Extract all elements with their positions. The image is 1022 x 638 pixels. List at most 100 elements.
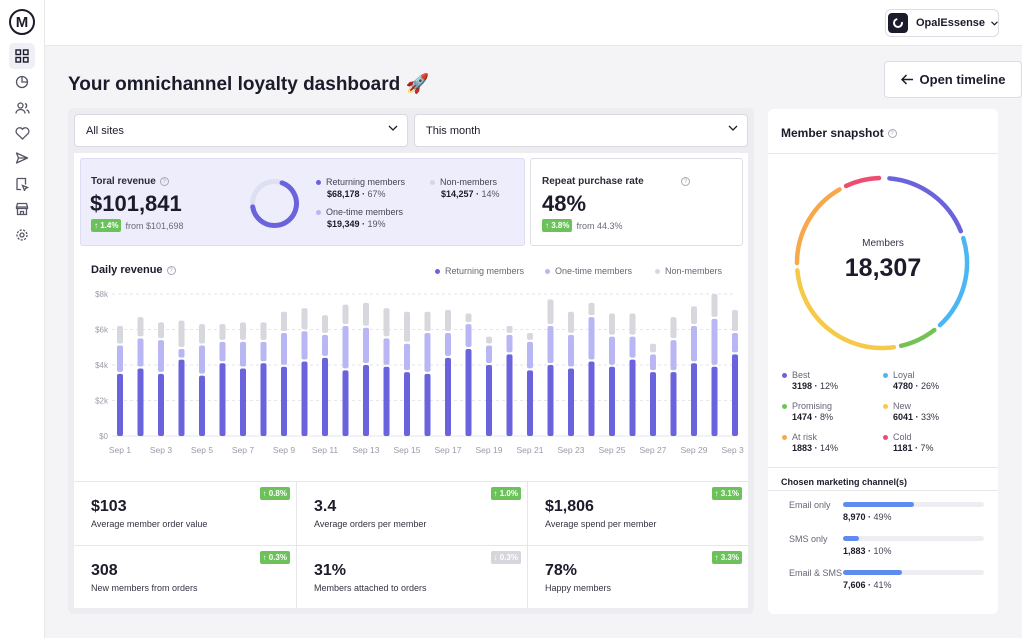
help-icon[interactable]: ? <box>887 129 897 139</box>
divider <box>768 153 998 154</box>
bar-nonmembers <box>178 320 185 348</box>
x-tick-label: Sep 15 <box>394 445 421 455</box>
site-select-value: All sites <box>86 124 124 137</box>
bar-returning <box>281 366 287 436</box>
segment-name: Promising <box>792 401 833 411</box>
metric-label: New members from orders <box>91 583 198 593</box>
nav-pie-chart-icon[interactable] <box>12 72 32 92</box>
total-revenue-change: ↑ 1.4% from $101,698 <box>91 219 184 232</box>
revenue-segment-onetime: One-time members $19,349 · 19% <box>316 207 403 229</box>
metric-label: Members attached to orders <box>314 583 427 593</box>
divider <box>296 481 297 608</box>
x-tick-label: Sep 1 <box>109 445 131 455</box>
metric-label: Happy members <box>545 583 612 593</box>
ring-arc-at-risk <box>794 187 842 266</box>
period-select-value: This month <box>426 124 481 137</box>
metric-label: Average spend per member <box>545 519 657 529</box>
bar-nonmembers <box>506 325 513 333</box>
nav-gear-icon[interactable] <box>12 225 32 245</box>
bar-returning <box>609 366 615 436</box>
bar-returning <box>568 368 574 436</box>
change-badge: ↑ 3.1% <box>711 487 742 500</box>
account-name: OpalEssense <box>915 17 986 29</box>
bar-onetime <box>199 345 205 374</box>
bar-onetime <box>363 327 369 363</box>
channel-value: 8,970 · 49% <box>843 512 892 522</box>
divider <box>527 481 528 608</box>
bar-onetime <box>260 341 267 362</box>
x-tick-label: Sep 29 <box>681 445 708 455</box>
bar-onetime <box>117 345 123 372</box>
nav-send-icon[interactable] <box>12 148 32 168</box>
members-count: 18,307 <box>844 254 922 282</box>
help-icon[interactable]: ? <box>159 176 169 186</box>
bar-returning <box>670 372 677 436</box>
period-select[interactable]: This month <box>414 114 748 147</box>
site-select[interactable]: All sites <box>74 114 408 147</box>
legend-item-onetime: One-time members <box>545 266 632 276</box>
bar-onetime <box>424 333 431 372</box>
segment-percent: 14% <box>820 443 839 453</box>
app-logo[interactable]: M <box>9 9 35 35</box>
metric-value: 78% <box>545 562 578 579</box>
bar-nonmembers <box>383 308 390 337</box>
channel-bar-fill <box>843 502 914 507</box>
bar-nonmembers <box>629 313 636 335</box>
nav-dashboard-grid-icon[interactable] <box>9 43 35 69</box>
bar-onetime <box>178 349 185 358</box>
metric-value: 308 <box>91 562 118 579</box>
nav-heart-icon[interactable] <box>12 123 32 143</box>
bar-returning <box>260 363 267 436</box>
bar-nonmembers <box>486 336 492 344</box>
nav-users-icon[interactable] <box>12 98 32 118</box>
bar-nonmembers <box>342 304 349 324</box>
y-tick-label: $6k <box>95 326 109 335</box>
legend-dot <box>883 372 888 378</box>
bar-returning <box>691 363 697 436</box>
segment-count: 6041 <box>893 412 914 422</box>
bar-returning <box>240 368 246 436</box>
bar-onetime <box>281 333 287 365</box>
bar-nonmembers <box>322 315 328 333</box>
channel-bar-track <box>843 536 984 541</box>
x-tick-label: Sep 25 <box>599 445 626 455</box>
x-tick-label: Sep 7 <box>232 445 254 455</box>
metric-value: $1,806 <box>545 498 594 515</box>
open-timeline-button[interactable]: Open timeline <box>884 61 1022 98</box>
bar-nonmembers <box>424 311 431 332</box>
channel-label: SMS only <box>789 534 828 544</box>
bar-onetime <box>629 336 636 358</box>
account-switcher[interactable]: OpalEssense <box>885 9 999 37</box>
bar-onetime <box>342 325 349 369</box>
segment-count: 1181 <box>893 443 913 453</box>
y-tick-label: $2k <box>95 397 109 406</box>
nav-tag-icon[interactable] <box>12 174 32 194</box>
x-tick-label: Sep 23 <box>558 445 585 455</box>
open-timeline-label: Open timeline <box>919 72 1006 87</box>
member-snapshot-panel <box>768 109 998 614</box>
bar-nonmembers <box>219 324 226 340</box>
legend-dot <box>316 210 321 216</box>
legend-item-nonmembers: Non-members <box>655 266 722 276</box>
bar-nonmembers <box>260 322 267 340</box>
change-from-text: from $101,698 <box>125 220 184 231</box>
divider <box>768 467 998 468</box>
bar-nonmembers <box>137 317 144 337</box>
bar-onetime <box>404 343 410 371</box>
help-icon[interactable]: ? <box>166 265 176 275</box>
change-badge: ↓ 0.3% <box>490 551 521 564</box>
metric-label: Average orders per member <box>314 519 427 529</box>
revenue-segment-returning: Returning members $68,178 · 67% <box>316 177 405 199</box>
legend-dot <box>316 180 321 186</box>
bar-nonmembers <box>588 302 595 316</box>
segment-loyal: Loyal 4780 · 26% <box>883 370 939 391</box>
bar-onetime <box>711 318 718 365</box>
bar-onetime <box>301 331 308 360</box>
help-icon[interactable]: ? <box>681 177 690 186</box>
change-badge: ↑ 1.0% <box>490 487 521 500</box>
ring-arc-cold <box>843 175 882 189</box>
change-badge: ↑ 1.4% <box>91 219 122 232</box>
segment-percent: 12% <box>820 381 839 391</box>
nav-store-icon[interactable] <box>12 199 32 219</box>
divider <box>768 490 998 491</box>
